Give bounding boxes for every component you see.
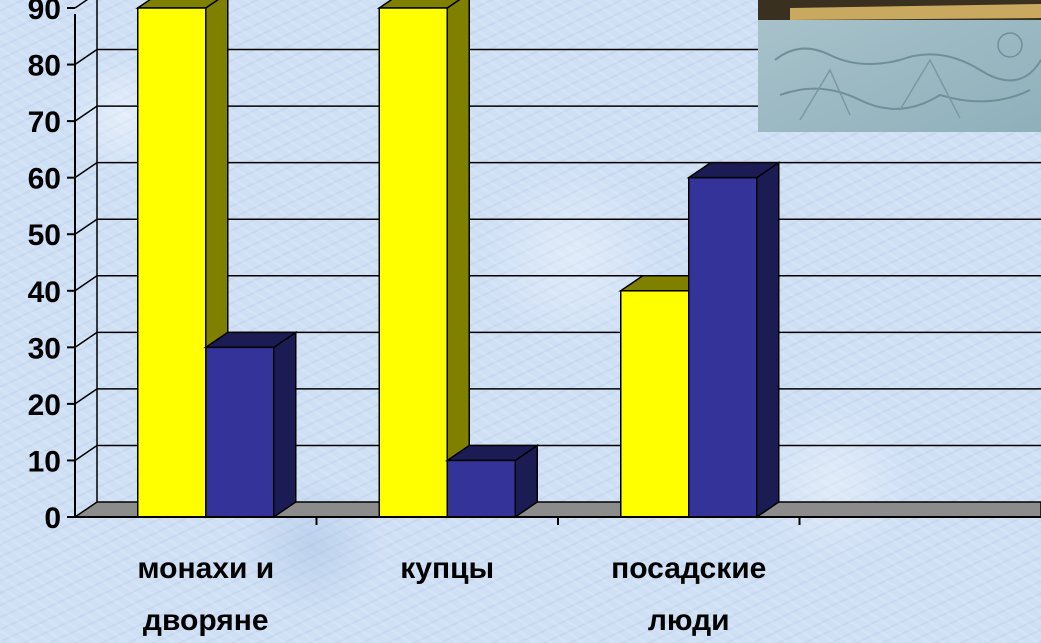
bar — [137, 7, 207, 518]
category-label: люди — [648, 604, 730, 637]
category-label: купцы — [400, 552, 494, 585]
y-tick-labels: 0 10 20 30 40 50 60 70 80 90 — [28, 0, 61, 535]
y-tick-label: 0 — [44, 502, 61, 535]
gridline-side — [74, 275, 98, 292]
category-label: посадские — [611, 552, 766, 585]
gridline-side — [74, 105, 98, 122]
gridline-side — [74, 48, 98, 66]
y-tick-label: 10 — [28, 445, 61, 478]
category-label: дворяне — [143, 604, 269, 637]
bar-side — [446, 0, 470, 519]
bar — [446, 459, 516, 518]
axes — [67, 0, 1041, 525]
bar — [378, 7, 448, 518]
gridline-side — [74, 218, 98, 235]
gridline-side — [74, 331, 98, 348]
bars — [135, 0, 782, 519]
gridline-side — [74, 388, 98, 405]
bar — [620, 290, 690, 518]
y-tick-label: 80 — [28, 50, 61, 83]
bar-side — [756, 161, 780, 519]
bar — [205, 346, 275, 518]
y-tick-label: 50 — [28, 219, 61, 252]
engraving-photo-icon — [758, 0, 1041, 132]
y-tick-label: 20 — [28, 389, 61, 422]
category-labels: монахи и дворяне купцы посадские люди — [137, 552, 766, 637]
y-tick-label: 40 — [28, 276, 61, 309]
bar-side — [273, 330, 297, 519]
bar — [688, 176, 758, 518]
gridline-side — [74, 0, 89, 9]
y-tick-label: 60 — [28, 163, 61, 196]
y-tick-label: 90 — [28, 0, 61, 26]
gridline-side — [74, 444, 98, 462]
gridline-side — [74, 162, 98, 179]
category-label: монахи и — [137, 552, 274, 585]
y-tick-label: 70 — [28, 106, 61, 139]
y-tick-label: 30 — [28, 332, 61, 365]
